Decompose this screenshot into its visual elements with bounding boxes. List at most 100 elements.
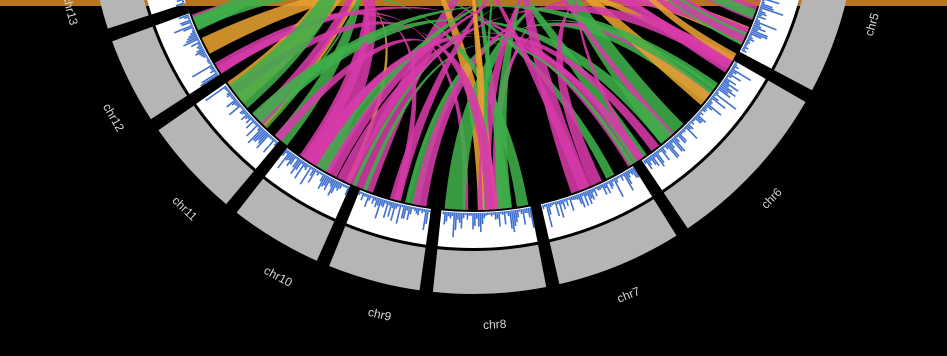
histogram-bar bbox=[759, 8, 763, 11]
histogram-bar bbox=[452, 212, 456, 238]
histogram-bar bbox=[328, 178, 334, 184]
histogram-track-chr12 bbox=[155, 13, 220, 95]
histogram-bar bbox=[373, 197, 379, 208]
histogram-bar bbox=[604, 182, 612, 194]
histogram-bar bbox=[257, 132, 269, 144]
histogram-bar bbox=[244, 111, 248, 115]
histogram-bar bbox=[425, 209, 430, 224]
histogram-bar bbox=[541, 204, 545, 210]
histogram-bar bbox=[652, 153, 657, 158]
histogram-bar bbox=[570, 196, 574, 201]
histogram-bar bbox=[514, 209, 518, 223]
histogram-bar bbox=[256, 126, 262, 131]
histogram-bar bbox=[257, 124, 261, 128]
histogram-bar bbox=[760, 3, 773, 9]
histogram-bar bbox=[329, 178, 335, 187]
histogram-bar bbox=[185, 36, 199, 44]
ideogram-chr5 bbox=[774, 0, 847, 91]
histogram-bar bbox=[729, 69, 737, 75]
histogram-bar bbox=[676, 133, 686, 144]
histogram-bar bbox=[206, 57, 210, 61]
chromosome-label-chr10: chr10 bbox=[262, 263, 295, 290]
histogram-bar bbox=[496, 211, 499, 219]
link-ribbon bbox=[299, 0, 376, 173]
histogram-bar bbox=[510, 210, 516, 233]
histogram-bar bbox=[680, 129, 685, 134]
ideogram-chr10 bbox=[236, 178, 335, 261]
ideogram-chr8 bbox=[432, 244, 547, 294]
histogram-bar bbox=[679, 130, 683, 135]
histogram-bar bbox=[273, 141, 279, 147]
histogram-bar bbox=[703, 105, 708, 109]
histogram-bar bbox=[301, 160, 305, 165]
histogram-bar bbox=[228, 104, 242, 116]
histogram-bar bbox=[415, 207, 419, 214]
histogram-bar bbox=[201, 72, 218, 84]
ideogram-chr12 bbox=[112, 26, 188, 120]
histogram-bar bbox=[236, 102, 241, 107]
histogram-bar bbox=[565, 198, 570, 207]
histogram-bar bbox=[597, 185, 602, 191]
histogram-bar bbox=[660, 146, 667, 154]
histogram-bar bbox=[289, 155, 297, 165]
histogram-bar bbox=[552, 201, 555, 205]
histogram-bar bbox=[239, 108, 246, 114]
histogram-bar bbox=[406, 206, 411, 221]
link-ribbon bbox=[229, 0, 336, 108]
histogram-bar bbox=[207, 61, 212, 64]
histogram-bar bbox=[277, 151, 291, 169]
histogram-bar bbox=[720, 83, 733, 93]
histogram-bar bbox=[507, 210, 510, 217]
histogram-bar bbox=[621, 173, 624, 177]
histogram-bar bbox=[691, 119, 695, 123]
histogram-bar bbox=[271, 137, 275, 141]
histogram-bar bbox=[363, 193, 367, 197]
histogram-bar bbox=[365, 193, 369, 198]
histogram-bar bbox=[190, 31, 196, 36]
histogram-bar bbox=[247, 115, 252, 120]
histogram-bar bbox=[197, 43, 202, 46]
histogram-bar bbox=[606, 181, 609, 185]
histogram-bar bbox=[191, 29, 196, 33]
link-ribbon bbox=[495, 0, 590, 191]
histogram-track-chr13 bbox=[147, 0, 186, 15]
histogram-bar bbox=[761, 1, 765, 4]
histogram-bar bbox=[335, 182, 342, 192]
histogram-bar bbox=[672, 137, 686, 152]
histogram-bar bbox=[388, 201, 392, 206]
histogram-bar bbox=[602, 183, 607, 189]
ideogram-ring bbox=[99, 0, 847, 294]
histogram-bar bbox=[704, 103, 713, 111]
histogram-bar bbox=[281, 148, 288, 157]
histogram-bar bbox=[183, 38, 200, 47]
histogram-bar bbox=[316, 170, 321, 176]
histogram-bar bbox=[342, 183, 345, 187]
histogram-bar bbox=[724, 77, 737, 86]
histogram-bar bbox=[755, 17, 759, 20]
histogram-bar bbox=[304, 163, 310, 171]
histogram-bar bbox=[649, 155, 657, 166]
histogram-bar bbox=[693, 116, 702, 124]
histogram-bar bbox=[630, 167, 638, 179]
histogram-bar bbox=[673, 135, 680, 143]
link-ribbon bbox=[669, 0, 746, 43]
histogram-bar bbox=[755, 18, 761, 22]
link-ribbon bbox=[522, 0, 591, 194]
histogram-bar bbox=[319, 171, 322, 175]
histogram-bar bbox=[231, 100, 239, 106]
histogram-bar bbox=[743, 45, 749, 50]
link-ribbon bbox=[252, 5, 718, 123]
histogram-bar bbox=[311, 166, 314, 171]
link-ribbon bbox=[316, 0, 491, 173]
histogram-bar bbox=[653, 152, 665, 167]
histogram-bar bbox=[764, 0, 780, 5]
histogram-bar bbox=[360, 191, 363, 195]
link-ribbon bbox=[191, 0, 633, 167]
histogram-bar bbox=[173, 24, 194, 34]
histogram-bar bbox=[759, 6, 784, 17]
histogram-bar bbox=[520, 209, 523, 214]
histogram-bar bbox=[696, 113, 707, 124]
histogram-bar bbox=[745, 40, 751, 45]
histogram-bar bbox=[617, 175, 621, 178]
histogram-bar bbox=[345, 185, 349, 189]
